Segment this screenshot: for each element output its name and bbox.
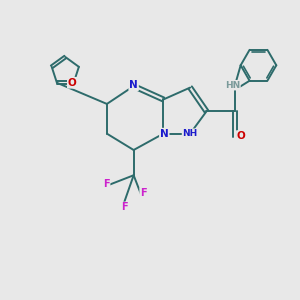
Text: F: F	[103, 179, 110, 189]
Text: N: N	[129, 80, 138, 90]
Text: HN: HN	[225, 81, 240, 90]
Text: N: N	[160, 129, 169, 139]
Text: O: O	[237, 131, 246, 141]
Text: F: F	[121, 202, 128, 212]
Text: O: O	[68, 78, 76, 88]
Text: NH: NH	[182, 129, 198, 138]
Text: F: F	[140, 188, 147, 198]
